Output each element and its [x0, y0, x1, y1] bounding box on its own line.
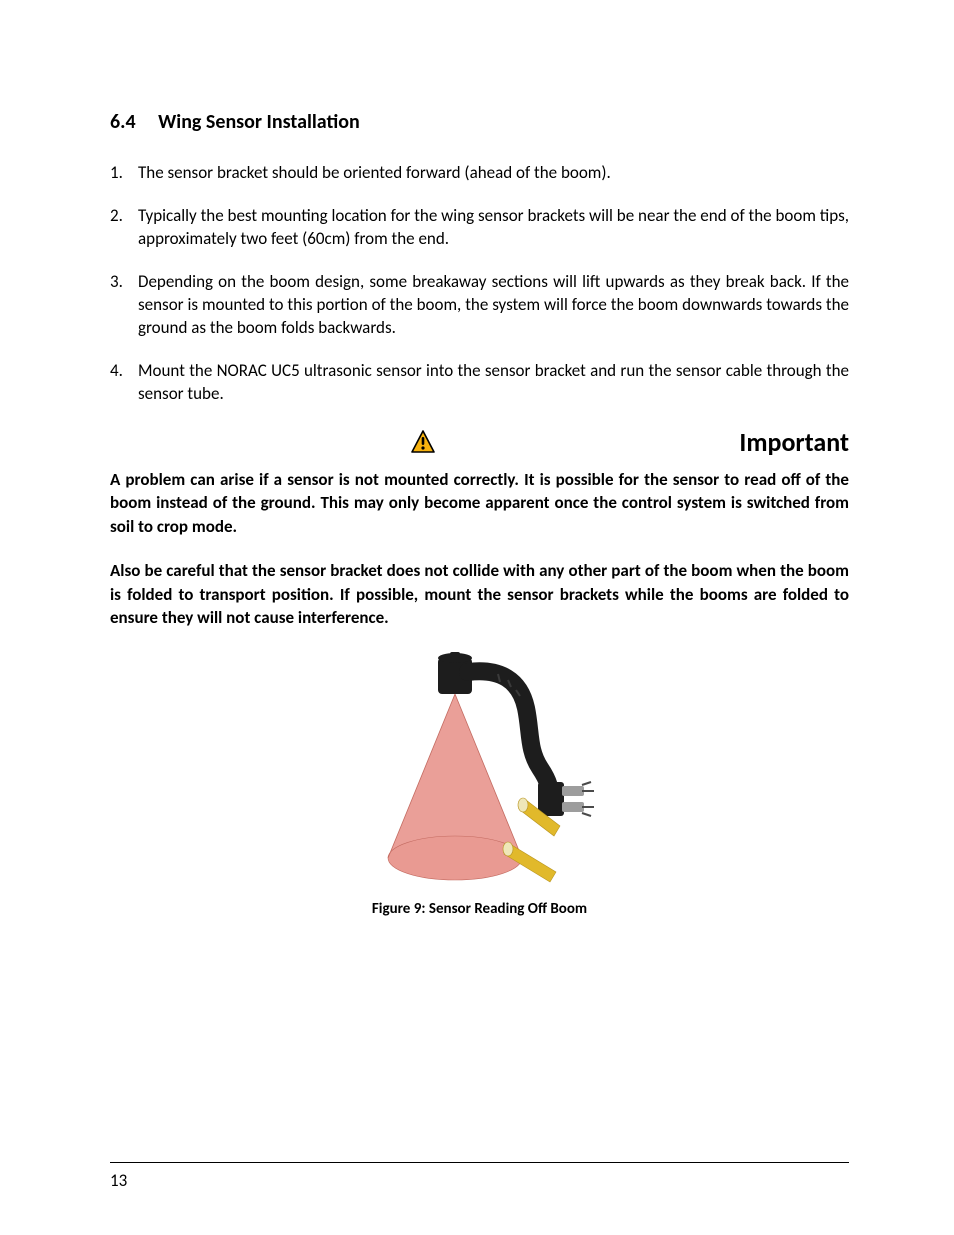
sensor-diagram [350, 650, 610, 890]
document-page: 6.4 Wing Sensor Installation The sensor … [0, 0, 954, 1235]
installation-steps-list: The sensor bracket should be oriented fo… [110, 162, 849, 406]
important-header: Important [110, 426, 849, 458]
section-heading: 6.4 Wing Sensor Installation [110, 110, 849, 134]
list-item: Depending on the boom design, some break… [110, 271, 849, 340]
list-item: The sensor bracket should be oriented fo… [110, 162, 849, 185]
list-item: Typically the best mounting location for… [110, 205, 849, 251]
section-title: Wing Sensor Installation [158, 110, 360, 134]
important-paragraph: Also be careful that the sensor bracket … [110, 559, 849, 630]
footer-rule [110, 1162, 849, 1163]
important-label: Important [739, 426, 849, 458]
warning-triangle-icon [410, 429, 436, 455]
figure: Figure 9: Sensor Reading Off Boom [110, 650, 849, 918]
bracket-clamp [538, 782, 594, 816]
figure-caption: Figure 9: Sensor Reading Off Boom [110, 900, 849, 918]
sensor-cone [388, 694, 522, 880]
section-number: 6.4 [110, 110, 136, 134]
important-paragraph: A problem can arise if a sensor is not m… [110, 468, 849, 539]
page-number: 13 [110, 1170, 127, 1191]
list-item: Mount the NORAC UC5 ultrasonic sensor in… [110, 360, 849, 406]
